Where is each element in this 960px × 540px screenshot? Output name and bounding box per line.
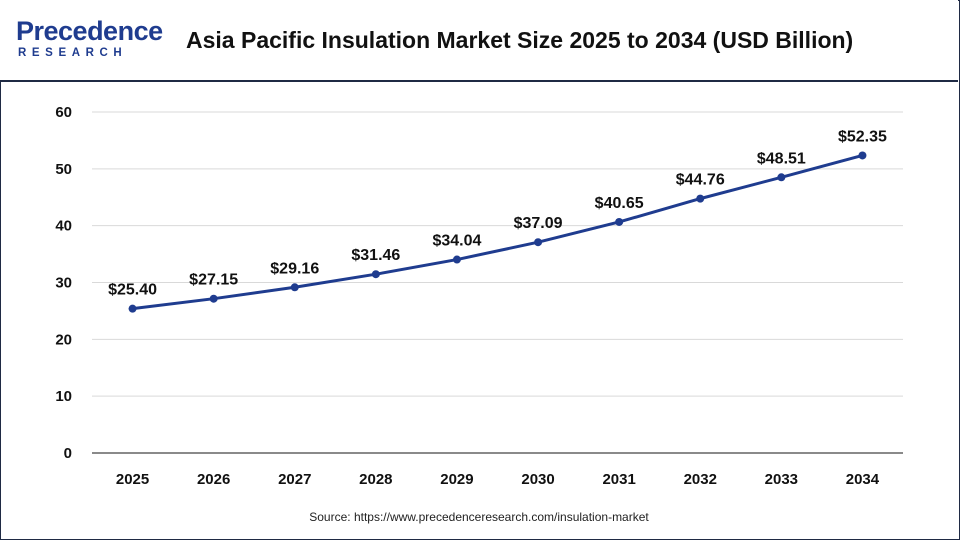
x-tick-label: 2031 — [602, 471, 635, 488]
y-tick-label: 60 — [55, 104, 72, 121]
data-points — [128, 151, 867, 313]
data-label: $34.04 — [432, 233, 481, 250]
header: Precedence RESEARCH Asia Pacific Insulat… — [0, 0, 958, 82]
x-tick-label: 2032 — [684, 471, 717, 488]
x-tick-label: 2028 — [359, 471, 392, 488]
y-tick-label: 10 — [55, 388, 72, 405]
x-tick-label: 2026 — [197, 471, 230, 488]
data-label: $52.35 — [838, 128, 887, 145]
data-point — [371, 270, 380, 279]
data-point — [290, 283, 299, 292]
data-point — [534, 238, 543, 247]
source-note: Source: https://www.precedenceresearch.c… — [309, 510, 649, 524]
data-label: $27.15 — [189, 272, 238, 289]
y-tick-label: 20 — [55, 331, 72, 348]
data-point — [209, 294, 218, 303]
data-label: $37.09 — [514, 215, 563, 232]
x-tick-label: 2027 — [278, 471, 311, 488]
chart-title: Asia Pacific Insulation Market Size 2025… — [186, 27, 854, 53]
x-tick-label: 2025 — [116, 471, 149, 488]
x-tick-label: 2033 — [765, 471, 798, 488]
x-tick-label: 2034 — [846, 471, 880, 488]
data-point — [452, 255, 461, 264]
data-point — [696, 194, 705, 203]
data-point — [128, 304, 137, 313]
data-label: $44.76 — [676, 172, 725, 189]
y-tick-label: 40 — [55, 218, 72, 235]
logo-subtext: RESEARCH — [18, 47, 128, 59]
precedence-research-logo: Precedence RESEARCH — [16, 16, 166, 64]
data-point — [858, 151, 867, 160]
x-tick-label: 2030 — [521, 471, 554, 488]
data-label: $25.40 — [108, 282, 157, 299]
series-line — [132, 154, 863, 311]
data-labels: $25.40 $27.15 $29.16 $31.46 $34.04 $37.09 $40.… — [108, 128, 887, 298]
y-tick-label: 30 — [55, 275, 72, 292]
logo-wordmark: Precedence — [16, 16, 163, 46]
y-tick-label: 0 — [64, 445, 72, 462]
data-label: $31.46 — [351, 247, 400, 264]
gridlines — [92, 111, 903, 454]
data-label: $29.16 — [270, 260, 319, 277]
data-point — [615, 217, 624, 226]
data-label: $40.65 — [595, 195, 644, 212]
x-axis-ticks: 2025 2026 2027 2028 2029 2030 2031 2032 2033 2034 — [116, 471, 880, 488]
data-point — [777, 173, 786, 182]
x-tick-label: 2029 — [440, 471, 473, 488]
data-label: $48.51 — [757, 150, 806, 167]
y-tick-label: 50 — [55, 161, 72, 178]
y-axis-ticks: 0 10 20 30 40 50 60 — [55, 104, 72, 462]
